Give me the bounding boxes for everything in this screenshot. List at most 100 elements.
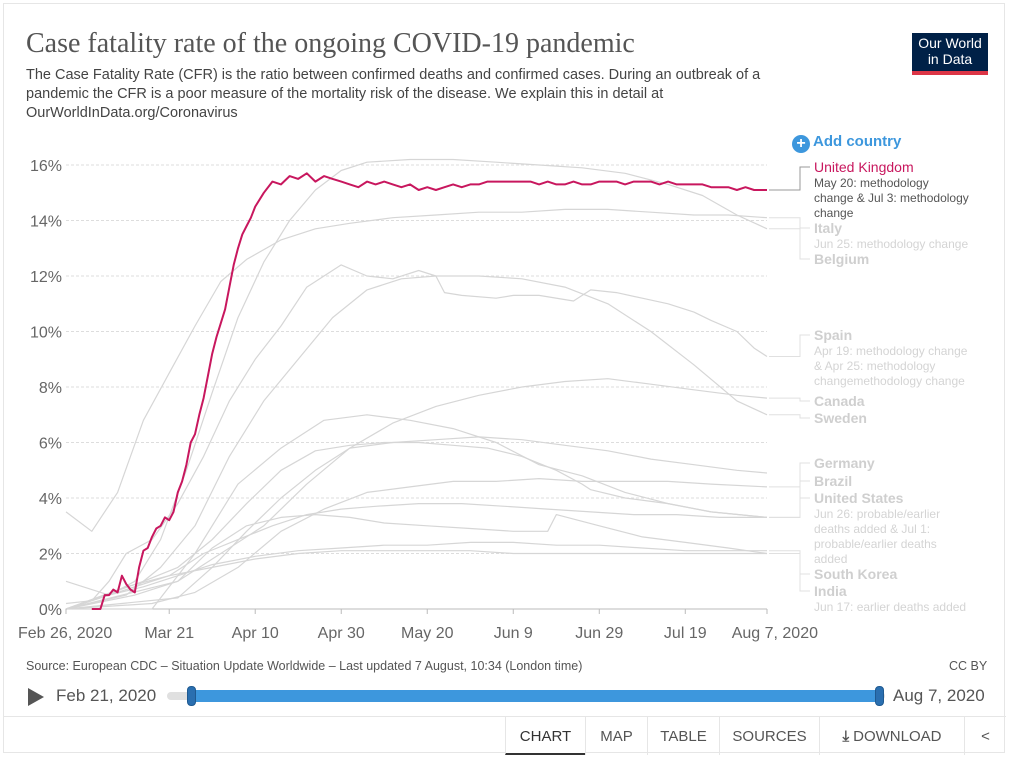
series-label: Germany bbox=[814, 455, 875, 471]
highlighted-series bbox=[91, 172, 767, 610]
series-label: May 20: methodology bbox=[814, 176, 929, 190]
tab-sources-label: SOURCES bbox=[732, 728, 807, 745]
timeline-end-handle[interactable] bbox=[875, 686, 884, 706]
series-label: South Korea bbox=[814, 566, 897, 582]
series-line-india bbox=[65, 514, 768, 610]
x-tick-label: Jun 29 bbox=[575, 625, 623, 642]
series-line-other bbox=[65, 550, 767, 610]
logo-line-1: Our World bbox=[918, 35, 982, 51]
y-tick-label: 10% bbox=[30, 325, 62, 342]
y-tick-label: 16% bbox=[30, 158, 62, 175]
y-tick-label: 8% bbox=[39, 380, 62, 397]
label-connector bbox=[769, 166, 810, 191]
timeline-start-date: Feb 21, 2020 bbox=[56, 686, 157, 705]
source-note: Source: European CDC – Situation Update … bbox=[26, 659, 583, 673]
plus-circle-icon: + bbox=[792, 135, 810, 153]
add-country-button[interactable]: + Add country bbox=[792, 133, 901, 153]
y-tick-label: 14% bbox=[30, 214, 62, 231]
label-connector bbox=[769, 217, 810, 229]
series-label: Jun 25: methodology change bbox=[814, 237, 968, 251]
play-icon[interactable] bbox=[28, 688, 44, 706]
grid-lines bbox=[66, 164, 767, 610]
series-label: added bbox=[814, 552, 847, 566]
series-line-united-states bbox=[65, 441, 768, 610]
series-label: changemethodology change bbox=[814, 374, 965, 388]
label-connector bbox=[769, 550, 810, 575]
x-tick-label: Jun 9 bbox=[494, 625, 533, 642]
series-label: United States bbox=[814, 490, 904, 506]
y-tick-label: 0% bbox=[39, 602, 62, 619]
add-country-label: Add country bbox=[813, 133, 902, 150]
background-series bbox=[65, 158, 768, 610]
x-tick-label: May 20 bbox=[401, 625, 454, 642]
license-link[interactable]: CC BY bbox=[949, 659, 988, 673]
tab-download[interactable]: ⤓ DOWNLOAD bbox=[819, 717, 964, 755]
series-label: Belgium bbox=[814, 251, 869, 267]
series-line-germany bbox=[65, 478, 768, 610]
label-connector bbox=[769, 334, 810, 357]
x-tick-label: Aug 7, 2020 bbox=[732, 625, 818, 642]
series-label: deaths added & Jul 1: bbox=[814, 522, 930, 536]
y-tick-label: 12% bbox=[30, 269, 62, 286]
x-tick-label: Mar 21 bbox=[144, 625, 194, 642]
series-line-brazil bbox=[66, 414, 768, 610]
label-connector bbox=[769, 553, 810, 592]
series-label: & Apr 25: methodology bbox=[814, 359, 935, 373]
logo-line-2: in Data bbox=[927, 51, 973, 67]
series-label: Jun 17: earlier deaths added bbox=[814, 600, 966, 614]
chart-subtitle: The Case Fatality Rate (CFR) is the rati… bbox=[26, 67, 761, 121]
series-line-italy bbox=[65, 208, 768, 532]
label-connector bbox=[769, 497, 810, 518]
chart-frame: Case fatality rate of the ongoing COVID-… bbox=[3, 3, 1006, 755]
y-tick-label: 2% bbox=[39, 547, 62, 564]
series-label: Apr 19: methodology change bbox=[814, 344, 968, 358]
series-line-other bbox=[65, 503, 767, 610]
line-chart: 0% 2% 4% 6% 8% 10% 12% 14% 16% Feb 26, 2020 Mar 21… bbox=[18, 158, 969, 642]
series-label: India bbox=[814, 583, 847, 599]
series-label: United Kingdom bbox=[814, 159, 914, 175]
series-label: Brazil bbox=[814, 473, 852, 489]
tab-table-label: TABLE bbox=[660, 728, 707, 745]
tab-download-label: DOWNLOAD bbox=[853, 728, 942, 745]
y-tick-label: 4% bbox=[39, 491, 62, 508]
chart-tabs: CHART MAP TABLE SOURCES ⤓ DOWNLOAD < bbox=[4, 716, 1006, 755]
chart-title: Case fatality rate of the ongoing COVID-… bbox=[26, 28, 635, 59]
series-label: change & Jul 3: methodology bbox=[814, 191, 969, 205]
timeline-selected-range[interactable] bbox=[191, 690, 880, 702]
series-label: change bbox=[814, 206, 854, 220]
tab-map[interactable]: MAP bbox=[585, 717, 647, 755]
x-tick-label: Apr 30 bbox=[318, 625, 365, 642]
series-label: Canada bbox=[814, 393, 865, 409]
series-label: Spain bbox=[814, 327, 852, 343]
tab-sources[interactable]: SOURCES bbox=[719, 717, 819, 755]
tab-chart[interactable]: CHART bbox=[505, 717, 585, 755]
label-connector bbox=[769, 397, 810, 402]
series-line-belgium bbox=[65, 158, 768, 596]
series-label: Italy bbox=[814, 220, 842, 236]
timeline-end-date: Aug 7, 2020 bbox=[893, 686, 985, 705]
series-line-south-korea bbox=[65, 541, 767, 610]
series-line-canada bbox=[65, 378, 768, 610]
y-tick-label: 6% bbox=[39, 436, 62, 453]
x-tick-label: Apr 10 bbox=[232, 625, 279, 642]
label-connector bbox=[769, 462, 810, 488]
download-icon: ⤓ bbox=[842, 728, 850, 745]
tab-table[interactable]: TABLE bbox=[647, 717, 719, 755]
tab-map-label: MAP bbox=[600, 728, 633, 745]
owid-logo[interactable]: Our World in Data bbox=[912, 33, 988, 75]
series-label: Jun 26: probable/earlier bbox=[814, 507, 940, 521]
series-label: probable/earlier deaths bbox=[814, 537, 937, 551]
series-label: Sweden bbox=[814, 410, 867, 426]
series-line-united-kingdom bbox=[91, 172, 767, 610]
tab-chart-label: CHART bbox=[519, 728, 572, 745]
timeline-start-handle[interactable] bbox=[187, 686, 196, 706]
axes: 0% 2% 4% 6% 8% 10% 12% 14% 16% Feb 26, 2020 Mar 21… bbox=[18, 158, 818, 642]
label-connector bbox=[769, 228, 810, 260]
x-tick-label: Feb 26, 2020 bbox=[18, 625, 112, 642]
label-connector bbox=[769, 414, 810, 419]
series-line-other bbox=[65, 436, 768, 610]
series-line-sweden bbox=[65, 275, 768, 610]
share-button[interactable]: < bbox=[964, 717, 1006, 755]
x-tick-label: Jul 19 bbox=[664, 625, 707, 642]
